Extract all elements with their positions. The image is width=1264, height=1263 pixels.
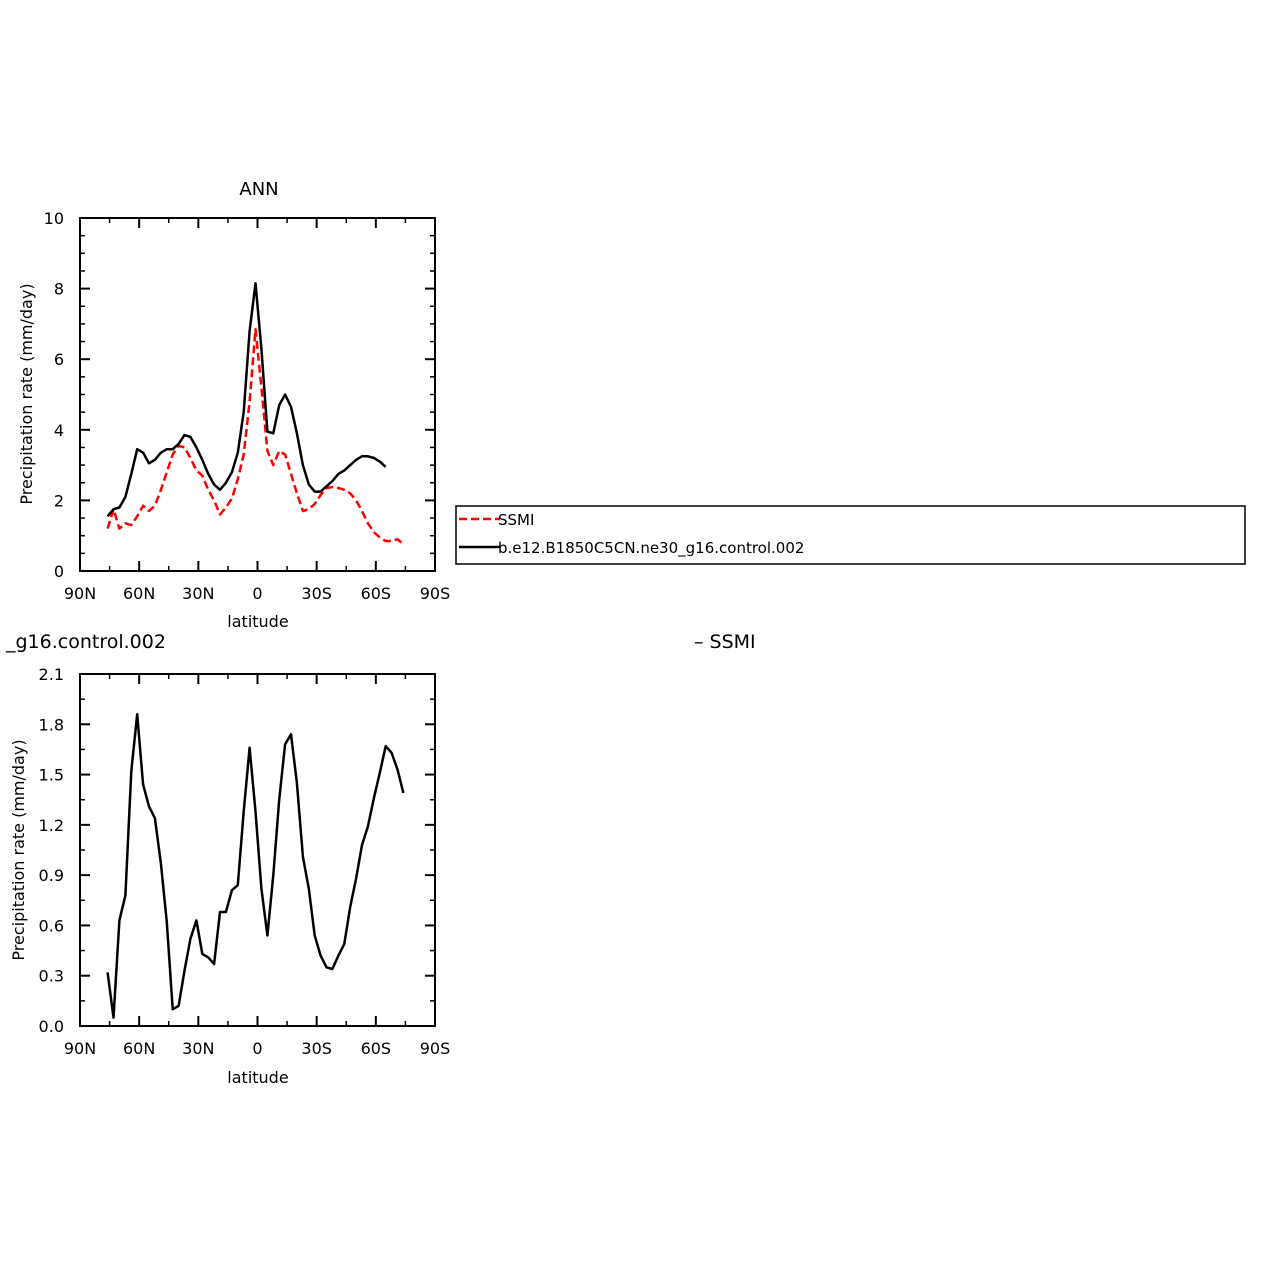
x-tick-labels: 90N 60N 30N 0 30S 60S 90S: [64, 584, 450, 603]
y-tick-labels: 0.0 0.3 0.6 0.9 1.2 1.5 1.8 2.1: [39, 665, 64, 1036]
legend: SSMI b.e12.B1850C5CN.ne30_g16.control.00…: [455, 505, 1246, 565]
legend-box: [455, 505, 1246, 565]
x-tick-label: 90N: [64, 584, 96, 603]
panel-difference: _g16.control.002 – SSMI 0.0 0.3 0.6 0.9 1.2 1…: [5, 631, 756, 1087]
y-axis-label: Precipitation rate (mm/day): [9, 739, 28, 960]
x-tick-label: 90N: [64, 1039, 96, 1058]
y-axis-label: Precipitation rate (mm/day): [17, 283, 36, 504]
series-lines: [106, 282, 405, 546]
chart-title: _g16.control.002: [5, 631, 166, 653]
y-tick-label: 2.1: [39, 665, 64, 684]
y-tick-label: 4: [54, 421, 64, 440]
legend-label-ssmi: SSMI: [498, 511, 534, 529]
y-tick-label: 1.8: [39, 715, 64, 734]
chart-title: ANN: [239, 179, 278, 200]
x-axis-label: latitude: [227, 612, 288, 631]
series-lines: [106, 712, 405, 1019]
y-tick-labels: 0 2 4 6 8 10: [44, 209, 64, 581]
y-tick-label: 0.6: [39, 916, 64, 935]
y-tick-label: 1.5: [39, 766, 64, 785]
series-line-ssmi: [106, 327, 405, 546]
y-tick-label: 2: [54, 491, 64, 510]
x-tick-label: 30S: [301, 1039, 332, 1058]
x-tick-label: 30N: [182, 1039, 214, 1058]
x-tick-labels: 90N 60N 30N 0 30S 60S 90S: [64, 1039, 450, 1058]
y-tick-label: 0.9: [39, 866, 64, 885]
y-tick-label: 8: [54, 280, 64, 299]
y-tick-label: 0: [54, 562, 64, 581]
x-tick-label: 30S: [301, 584, 332, 603]
x-tick-label: 60N: [123, 1039, 155, 1058]
y-tick-label: 0.3: [39, 967, 64, 986]
y-tick-label: 1.2: [39, 816, 64, 835]
panel-annual: ANN 0 2 4 6 8 10 90N 60N 30N 0 30S 60S 90S latitude…: [17, 179, 450, 631]
series-line-model: [106, 712, 405, 1019]
x-axis-label: latitude: [227, 1068, 288, 1087]
y-tick-label: 10: [44, 209, 64, 228]
x-tick-label: 30N: [182, 584, 214, 603]
x-tick-label: 60S: [361, 1039, 392, 1058]
series-line-model: [106, 282, 387, 518]
x-tick-label: 60N: [123, 584, 155, 603]
chart-subtitle: – SSMI: [694, 631, 756, 653]
plot-frame: [79, 673, 436, 1027]
y-tick-label: 0.0: [39, 1017, 64, 1036]
x-tick-label: 90S: [420, 584, 451, 603]
x-tick-label: 0: [252, 1039, 262, 1058]
legend-label-model: b.e12.B1850C5CN.ne30_g16.control.002: [498, 539, 804, 558]
y-tick-label: 6: [54, 350, 64, 369]
tick-marks: [79, 217, 436, 572]
plot-frame: [79, 217, 436, 572]
x-tick-label: 60S: [361, 584, 392, 603]
x-tick-label: 0: [252, 584, 262, 603]
x-tick-label: 90S: [420, 1039, 451, 1058]
